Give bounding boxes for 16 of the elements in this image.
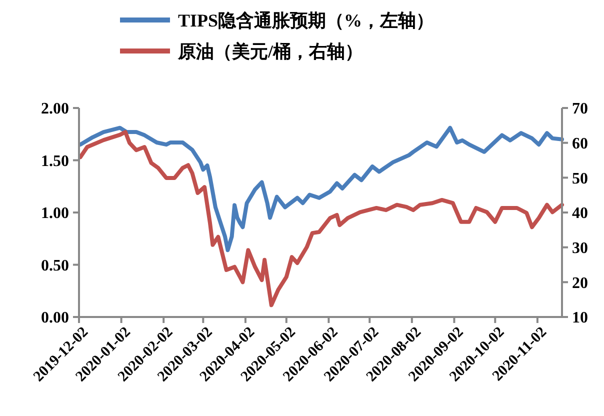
- y2-tick-label: 60: [572, 135, 588, 152]
- y-tick-label: 2.00: [41, 100, 69, 118]
- line-series: [78, 130, 564, 308]
- legend-label: 原油（美元/桶，右轴）: [177, 41, 364, 62]
- y2-tick-label: 30: [572, 240, 588, 257]
- y-tick-label: 1.50: [41, 152, 69, 170]
- y2-tick-label: 50: [572, 170, 588, 188]
- legend-label: TIPS隐含通胀预期（%，左轴）: [178, 10, 434, 30]
- y-tick-label: 0.50: [41, 257, 69, 274]
- y2-tick-label: 20: [572, 274, 588, 292]
- y2-tick-label: 40: [572, 205, 588, 222]
- y2-tick-label: 70: [572, 100, 588, 118]
- y-tick-label: 0.00: [41, 310, 69, 327]
- line-series: [78, 126, 564, 252]
- y2-tick-label: 10: [572, 310, 588, 327]
- y-tick-label: 1.00: [41, 205, 69, 222]
